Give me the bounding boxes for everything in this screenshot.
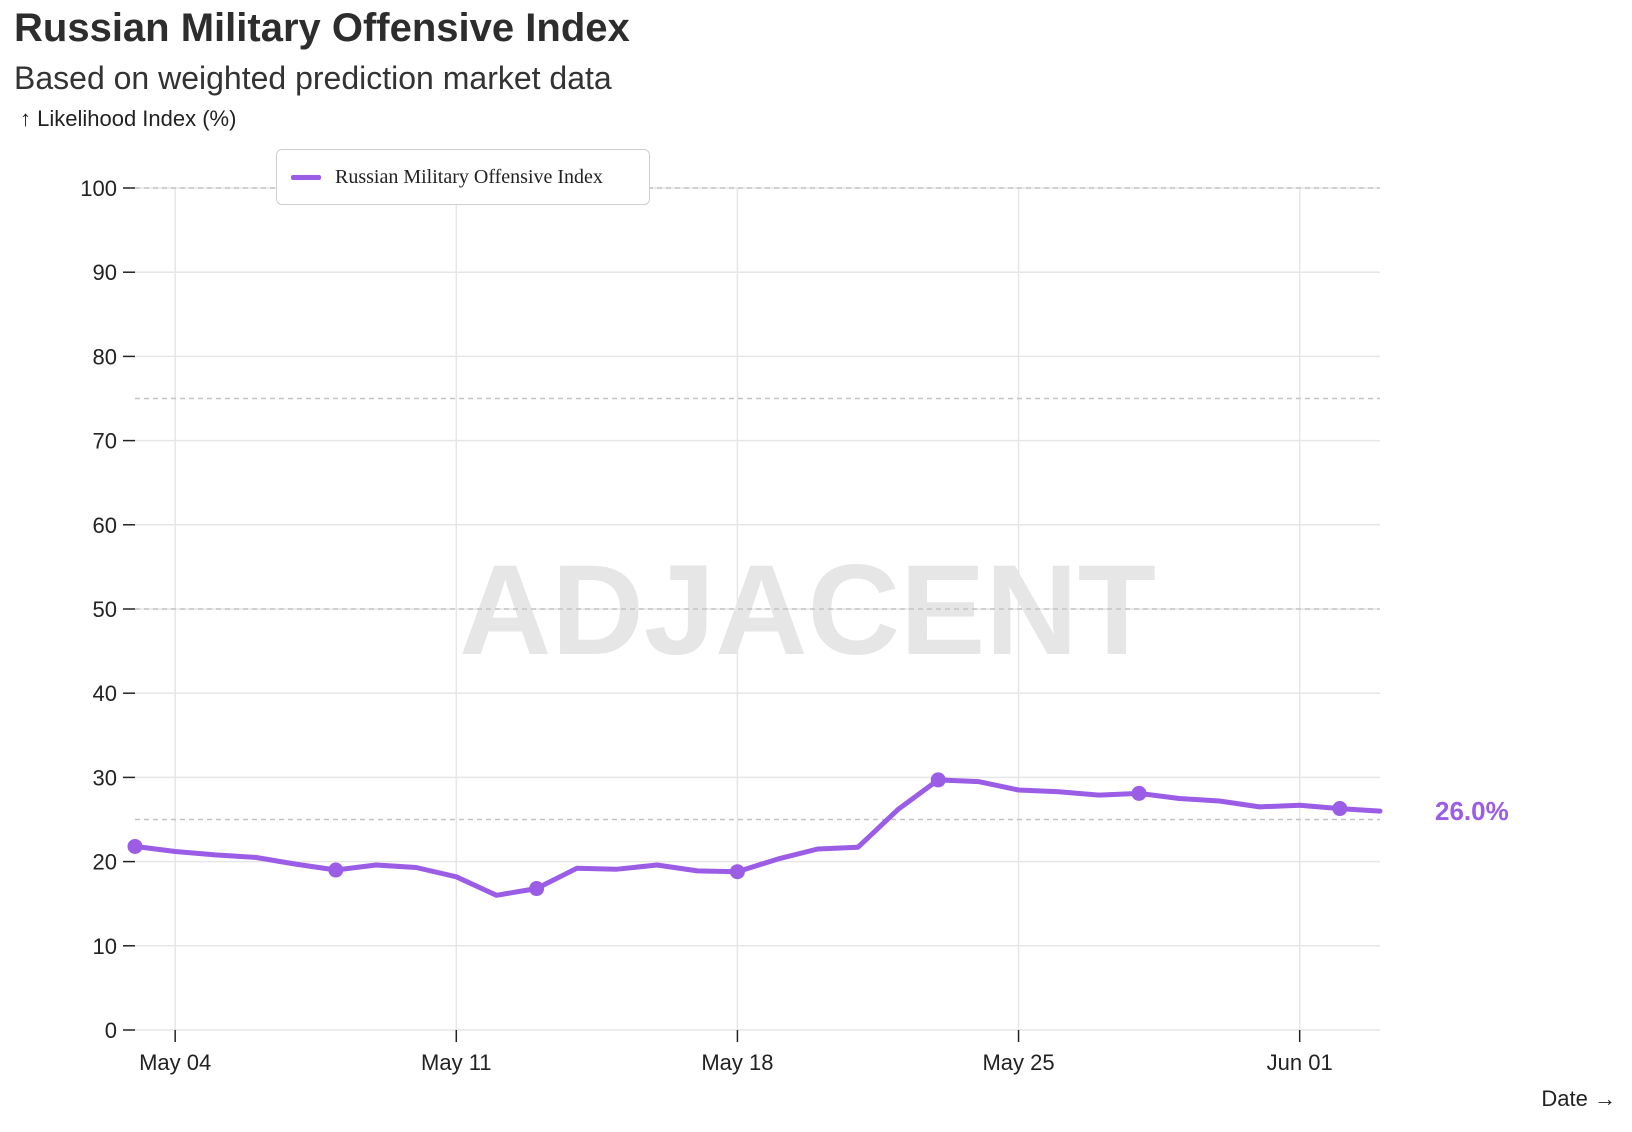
y-tick-label: 20 (93, 850, 117, 875)
data-point-marker (930, 772, 946, 788)
data-point-marker (729, 864, 745, 880)
series-line (132, 777, 1383, 898)
x-axis: May 04 May 11 May 18 May 25 Jun 01 (139, 1030, 1333, 1075)
watermark-text: ADJACENT (459, 539, 1156, 682)
data-point-marker (1332, 801, 1348, 817)
reference-lines (135, 187, 1380, 821)
data-point-marker (127, 838, 143, 854)
data-point-marker (529, 881, 545, 897)
y-tick-label: 0 (105, 1018, 117, 1043)
data-point-marker (1131, 785, 1147, 801)
chart-title: Russian Military Offensive Index (14, 6, 630, 50)
x-tick-label: Jun 01 (1267, 1050, 1333, 1075)
y-tick-label: 30 (93, 765, 117, 790)
y-axis-label: ↑ Likelihood Index (%) (20, 106, 237, 131)
y-tick-label: 70 (93, 429, 117, 454)
y-tick-label: 40 (93, 681, 117, 706)
legend-swatch (291, 174, 321, 180)
legend-label: Russian Military Offensive Index (335, 165, 603, 188)
legend: Russian Military Offensive Index (276, 149, 650, 205)
y-tick-label: 60 (93, 513, 117, 538)
data-point-marker (328, 862, 344, 878)
end-value-label: 26.0% (1435, 796, 1509, 826)
x-tick-label: May 11 (421, 1050, 492, 1075)
y-tick-label: 100 (80, 176, 117, 201)
y-tick-label: 50 (93, 597, 117, 622)
y-tick-label: 10 (93, 934, 117, 959)
x-tick-label: May 18 (701, 1050, 773, 1075)
y-tick-label: 80 (93, 344, 117, 369)
series-layer (127, 772, 1383, 898)
x-tick-label: May 04 (139, 1050, 211, 1075)
x-tick-label: May 25 (982, 1050, 1054, 1075)
chart-subtitle: Based on weighted prediction market data (14, 60, 612, 96)
y-axis: 0 10 20 30 40 50 60 70 80 90 100 (80, 176, 135, 1043)
x-axis-label: Date → (1541, 1086, 1616, 1111)
y-tick-label: 90 (93, 260, 117, 285)
